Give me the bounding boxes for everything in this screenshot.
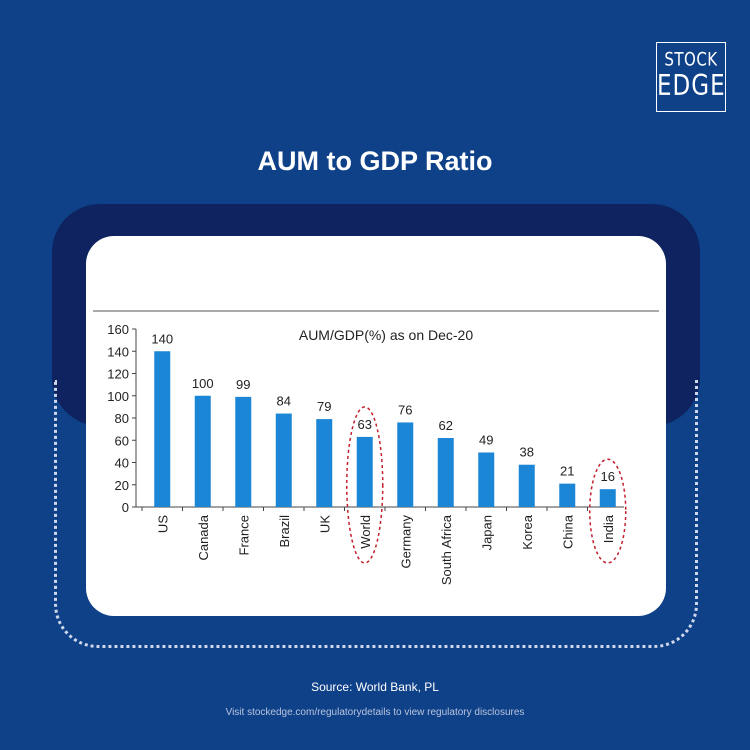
source-note: Source: World Bank, PL xyxy=(311,680,439,694)
bar-korea xyxy=(518,464,535,507)
y-tick-label: 60 xyxy=(115,433,129,448)
x-tick-label: France xyxy=(236,515,251,555)
data-label: 140 xyxy=(151,331,173,346)
bar-us xyxy=(154,351,171,507)
logo-line-2: EDGE xyxy=(657,69,726,103)
data-label: 16 xyxy=(601,469,615,484)
y-tick-label: 100 xyxy=(107,389,129,404)
chart-title: AUM/GDP(%) as on Dec-20 xyxy=(299,327,473,343)
regulatory-disclaimer: Visit stockedge.com/regulatorydetails to… xyxy=(225,707,525,718)
x-tick-label: Brazil xyxy=(277,515,292,548)
bar-germany xyxy=(397,422,414,507)
x-tick-label: World xyxy=(358,515,373,549)
y-tick-label: 120 xyxy=(107,367,129,382)
y-tick-label: 0 xyxy=(122,500,129,515)
data-label: 49 xyxy=(479,432,493,447)
y-tick-label: 140 xyxy=(107,344,129,359)
data-label: 21 xyxy=(560,464,574,479)
y-tick-label: 40 xyxy=(115,456,129,471)
bar-india xyxy=(599,489,616,507)
bar-south-africa xyxy=(437,438,454,507)
x-tick-label: China xyxy=(560,514,575,549)
x-tick-label: UK xyxy=(317,515,332,533)
bar-chart: AUM/GDP(%) as on Dec-20 0 20 40 60 80 100 120 14… xyxy=(93,310,659,585)
highlight-ellipse-india xyxy=(589,458,627,564)
bar-brazil xyxy=(275,413,292,507)
x-tick-label: Canada xyxy=(196,514,211,560)
bar-france xyxy=(235,396,252,507)
x-tick-label: India xyxy=(601,514,616,543)
data-label: 63 xyxy=(358,417,372,432)
data-label: 62 xyxy=(439,418,453,433)
stockedge-logo: STOCK EDGE xyxy=(656,42,726,112)
data-label: 38 xyxy=(520,445,534,460)
bar-japan xyxy=(478,452,495,507)
x-tick-label: South Africa xyxy=(439,514,454,585)
y-tick-label: 80 xyxy=(115,411,129,426)
data-label: 100 xyxy=(192,376,214,391)
y-tick-label: 160 xyxy=(107,322,129,337)
bar-canada xyxy=(194,395,211,507)
x-tick-label: US xyxy=(155,515,170,533)
data-label: 76 xyxy=(398,402,412,417)
x-tick-label: Japan xyxy=(479,515,494,550)
data-label: 79 xyxy=(317,399,331,414)
bar-uk xyxy=(316,419,333,507)
decorative-dotted-frame xyxy=(54,380,698,648)
bar-china xyxy=(559,483,576,507)
data-label: 84 xyxy=(277,394,291,409)
highlight-ellipse-world xyxy=(346,406,384,564)
x-tick-label: Germany xyxy=(398,515,413,569)
data-label: 99 xyxy=(236,377,250,392)
logo-line-1: STOCK xyxy=(664,47,718,71)
x-tick-label: Korea xyxy=(520,514,535,549)
chart-card: AUM/GDP(%) as on Dec-20 0 20 40 60 80 100 120 14… xyxy=(86,236,666,616)
y-tick-label: 20 xyxy=(115,478,129,493)
bar-world xyxy=(356,436,373,507)
page-title: AUM to GDP Ratio xyxy=(257,146,493,176)
